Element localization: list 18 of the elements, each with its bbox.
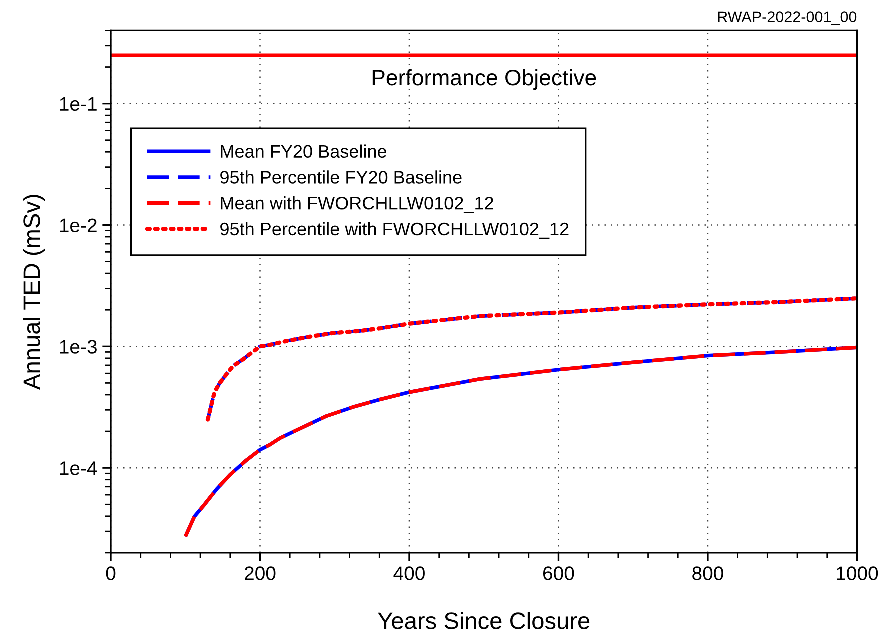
x-axis-title: Years Since Closure <box>378 612 590 630</box>
x-tick-label: 200 <box>245 566 276 580</box>
legend-label: 95th Percentile FY20 Baseline <box>220 170 462 184</box>
y-axis-title: Annual TED (mSv) <box>23 195 45 390</box>
legend-label: 95th Percentile with FWORCHLLW0102_12 <box>220 222 569 240</box>
x-tick-label: 1000 <box>837 566 878 580</box>
y-tick-label: 1e-3 <box>60 340 97 354</box>
y-tick-label: 1e-1 <box>60 97 97 112</box>
x-tick-label: 800 <box>692 566 724 580</box>
legend-label: Mean with FWORCHLLW0102_12 <box>221 196 494 214</box>
x-tick-label: 400 <box>394 566 425 580</box>
x-tick-label: 0 <box>106 566 116 580</box>
x-tick-label: 600 <box>544 566 574 580</box>
y-tick-label: 1e-2 <box>60 218 97 232</box>
legend-label: Mean FY20 Baseline <box>221 144 387 158</box>
text: RWAP-2022-001_00 <box>718 12 857 26</box>
ref-line-label: Performance Objective <box>372 69 596 90</box>
y-tick-label: 1e-4 <box>60 462 98 476</box>
